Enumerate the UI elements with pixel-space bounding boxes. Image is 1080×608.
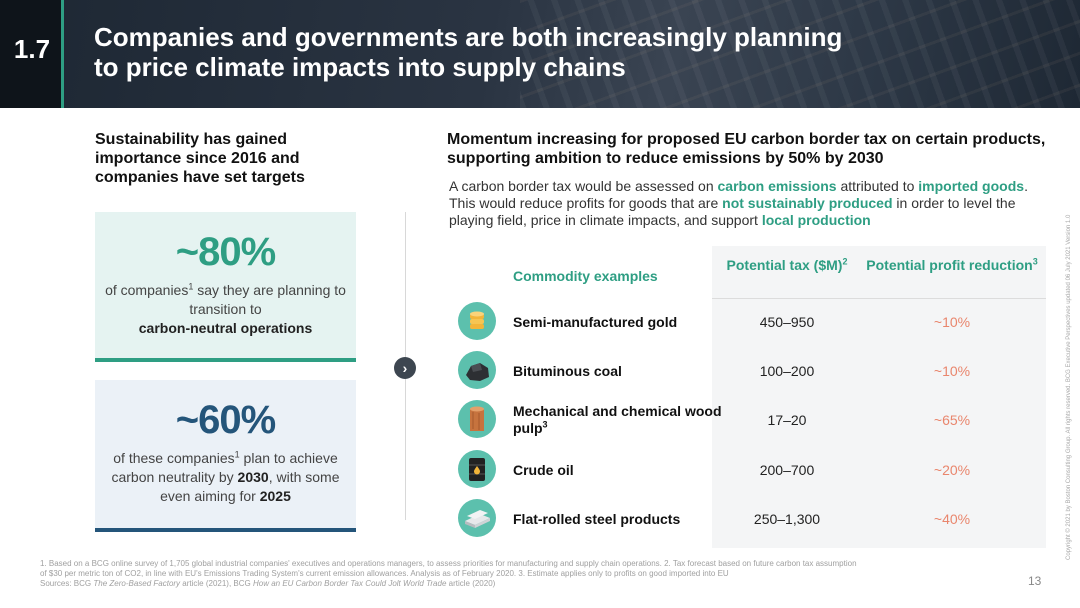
table-value-columns — [712, 246, 1046, 548]
stat-card-carbon-neutral: ~80% of companies1 say they are planning… — [95, 212, 356, 362]
table-row: Mechanical and chemical wood pulp3 17–20… — [458, 397, 1046, 443]
stat-emphasis: 2025 — [259, 488, 291, 504]
stat-text: say they are planning to transition to — [189, 282, 346, 317]
desc-highlight: not sustainably produced — [722, 195, 893, 211]
footnote-ref: 2 — [842, 256, 848, 267]
header-banner: 1.7 Companies and governments are both i… — [0, 0, 1080, 108]
table-row: Flat-rolled steel products 250–1,300 ~40… — [458, 496, 1046, 542]
table-row: Bituminous coal 100–200 ~10% — [458, 348, 1046, 394]
oil-barrel-icon — [458, 450, 496, 488]
desc-highlight: carbon emissions — [717, 178, 837, 194]
column-header-reduction: Potential profit reduction3 — [862, 257, 1042, 274]
desc-text: in order to level the playing field, pri… — [449, 195, 1016, 228]
tax-value: 200–700 — [759, 462, 815, 478]
stat-emphasis: 2030 — [237, 469, 269, 485]
reduction-value: ~20% — [933, 462, 971, 478]
commodity-name: Crude oil — [513, 461, 574, 478]
sources-text: Sources: BCG — [40, 579, 94, 588]
sources-line: Sources: BCG The Zero-Based Factory arti… — [40, 579, 980, 589]
source-title: How an EU Carbon Border Tax Could Jolt W… — [252, 579, 447, 588]
stat-text: plan to achieve carbon neutrality by — [111, 450, 338, 485]
header-divider — [712, 298, 1046, 299]
banner-background-image — [520, 0, 1080, 108]
desc-text: . This would reduce profits for goods th… — [449, 178, 1028, 211]
sources-text: article (2021), BCG — [180, 579, 253, 588]
column-header-tax: Potential tax ($M)2 — [722, 257, 852, 274]
commodity-name: Semi-manufactured gold — [513, 313, 678, 330]
page-number: 13 — [1028, 574, 1042, 588]
header-text: Potential tax ($M) — [726, 257, 843, 273]
footnote-ref: 1 — [234, 449, 240, 460]
copyright-notice: Copyright © 2021 by Boston Consulting Gr… — [1066, 214, 1072, 560]
desc-text: attributed to — [836, 178, 919, 194]
gold-coins-icon — [458, 302, 496, 340]
commodity-name: Flat-rolled steel products — [513, 510, 681, 527]
stat-description: of companies1 say they are planning to t… — [95, 281, 356, 338]
reduction-value: ~10% — [933, 314, 971, 330]
desc-text: A carbon border tax would be assessed on — [449, 178, 718, 194]
reduction-value: ~10% — [933, 363, 971, 379]
footnotes: 1. Based on a BCG online survey of 1,705… — [40, 559, 980, 589]
left-heading: Sustainability has gained importance sin… — [95, 131, 305, 186]
wood-log-icon — [458, 400, 496, 438]
coal-icon — [458, 351, 496, 389]
footnote-line: of $30 per metric ton of CO2, in line wi… — [40, 569, 729, 578]
reduction-value: ~65% — [933, 412, 971, 428]
column-header-commodity: Commodity examples — [513, 268, 658, 284]
stat-text: , with some even aiming for — [160, 469, 340, 504]
stat-text: of these companies — [113, 450, 235, 466]
page-title-line2: to price climate impacts into supply cha… — [94, 52, 626, 82]
right-description: A carbon border tax would be assessed on… — [449, 178, 1049, 229]
right-heading: Momentum increasing for proposed EU carb… — [447, 131, 1046, 167]
commodity-name: Mechanical and chemical wood pulp3 — [513, 397, 723, 443]
footnote-line: 1. Based on a BCG online survey of 1,705… — [40, 559, 857, 568]
tax-value: 250–1,300 — [753, 511, 821, 527]
desc-highlight: local production — [761, 212, 871, 228]
page-title-line1: Companies and governments are both incre… — [94, 22, 843, 52]
stat-value: ~60% — [175, 398, 276, 442]
footnote-ref: 1 — [188, 281, 194, 292]
stat-description: of these companies1 plan to achieve carb… — [95, 449, 356, 506]
section-number: 1.7 — [13, 34, 51, 64]
section-number-box: 1.7 — [0, 0, 64, 108]
stat-text: of companies — [105, 282, 189, 298]
tax-value: 450–950 — [759, 314, 815, 330]
commodity-name: Bituminous coal — [513, 362, 622, 379]
commodity-name-text: Mechanical and chemical wood pulp — [513, 403, 722, 436]
stat-card-neutrality-target: ~60% of these companies1 plan to achieve… — [95, 380, 356, 532]
stat-emphasis: carbon-neutral operations — [138, 320, 313, 336]
header-text: Potential profit reduction — [866, 257, 1033, 273]
stat-value: ~80% — [175, 230, 276, 274]
sources-text: article (2020) — [446, 579, 496, 588]
table-row: Semi-manufactured gold 450–950 ~10% — [458, 299, 1046, 345]
source-title: The Zero-Based Factory — [93, 579, 181, 588]
footnote-ref: 3 — [542, 419, 548, 430]
table-row: Crude oil 200–700 ~20% — [458, 447, 1046, 493]
tax-value: 100–200 — [759, 363, 815, 379]
footnote-ref: 3 — [1032, 256, 1038, 267]
tax-value: 17–20 — [767, 412, 807, 428]
steel-sheets-icon — [458, 499, 496, 537]
reduction-value: ~40% — [933, 511, 971, 527]
desc-highlight: imported goods — [918, 178, 1025, 194]
page-title: Companies and governments are both incre… — [94, 22, 914, 82]
chevron-right-icon: › — [394, 357, 416, 379]
